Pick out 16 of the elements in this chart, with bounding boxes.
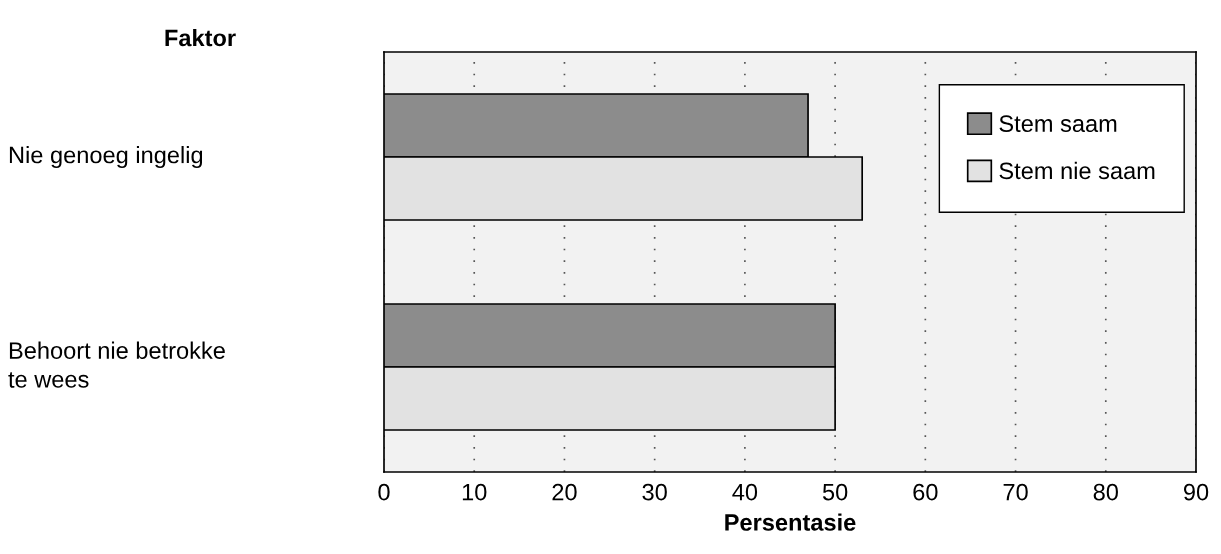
- x-axis-title: Persentasie: [725, 513, 856, 531]
- legend-label: Stem nie saam: [999, 161, 1155, 180]
- x-tick-label: 0: [378, 483, 390, 501]
- x-tick-label: 40: [732, 483, 758, 501]
- x-tick-label: 90: [1183, 483, 1209, 501]
- y-axis-title: Faktor: [165, 29, 236, 47]
- y-tick-label: Nie genoeg ingelig: [9, 146, 203, 169]
- legend-label: Stem saam: [999, 115, 1117, 133]
- x-tick-label: 10: [462, 483, 487, 501]
- x-tick-label: 30: [642, 483, 667, 501]
- x-tick-label: 80: [1093, 483, 1118, 501]
- x-tick-label: 70: [1003, 483, 1028, 501]
- y-tick-label: Behoort nie betrokke te wees: [8, 341, 225, 388]
- x-tick-label: 20: [552, 483, 577, 501]
- x-tick-label: 60: [913, 483, 938, 501]
- x-tick-label: 50: [822, 483, 848, 501]
